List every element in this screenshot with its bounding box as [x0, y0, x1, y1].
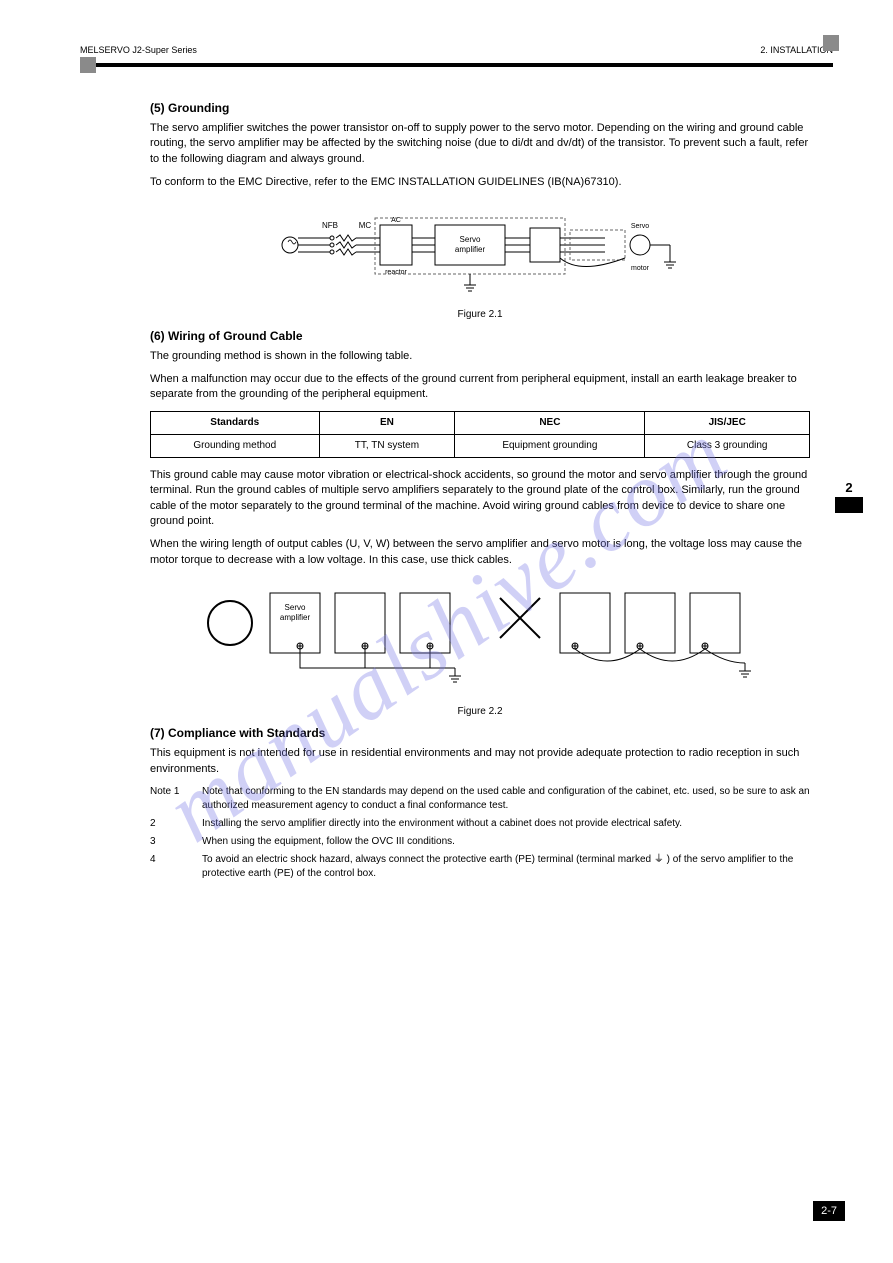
note-text: Installing the servo amplifier directly …: [202, 817, 682, 831]
corner-square-top-right: [823, 35, 839, 51]
note-text: Note that conforming to the EN standards…: [202, 785, 810, 813]
note-text: When using the equipment, follow the OVC…: [202, 835, 455, 849]
figure-2-caption: Figure 2.2: [150, 705, 810, 719]
table-cell: Grounding method: [151, 434, 320, 457]
section-wiring-heading: (6) Wiring of Ground Cable: [150, 328, 810, 345]
notes-block: Note 1 Note that conforming to the EN st…: [150, 785, 810, 881]
page-side-tab: 2: [835, 480, 863, 513]
svg-text:reactor: reactor: [385, 269, 407, 276]
figure-1-svg: NFB MC AC reactor Servo amplifier Servo …: [270, 200, 690, 300]
figure-2: Servo amplifier: [150, 578, 810, 719]
section-grounding-heading: (5) Grounding: [150, 100, 810, 117]
figure-1: NFB MC AC reactor Servo amplifier Servo …: [150, 200, 810, 321]
table-header: Standards: [151, 411, 320, 434]
top-header-bar: MELSERVO J2-Super Series 2. INSTALLATION: [80, 45, 833, 67]
note-item: 2 Installing the servo amplifier directl…: [150, 817, 810, 831]
section-wiring-p1: The grounding method is shown in the fol…: [150, 349, 810, 364]
figure-1-caption: Figure 2.1: [150, 308, 810, 322]
header-rule: [80, 63, 833, 67]
table-header: NEC: [455, 411, 645, 434]
note-label: 2: [150, 817, 202, 831]
note-label: 3: [150, 835, 202, 849]
table-header: EN: [319, 411, 455, 434]
section-wiring-p4: When the wiring length of output cables …: [150, 537, 810, 568]
table-cell: Equipment grounding: [455, 434, 645, 457]
note-label: Note 1: [150, 785, 202, 813]
table-cell: Class 3 grounding: [645, 434, 810, 457]
note-item: 4 To avoid an electric shock hazard, alw…: [150, 853, 810, 881]
table-header: JIS/JEC: [645, 411, 810, 434]
section-wiring-p2: When a malfunction may occur due to the …: [150, 372, 810, 403]
table-row: Standards EN NEC JIS/JEC: [151, 411, 810, 434]
svg-text:Servo: Servo: [460, 235, 481, 244]
svg-text:amplifier: amplifier: [455, 245, 486, 254]
svg-text:motor: motor: [631, 265, 650, 272]
page-side-tab-block: [835, 497, 863, 513]
grounding-standards-table: Standards EN NEC JIS/JEC Grounding metho…: [150, 411, 810, 458]
section-compliance-heading: (7) Compliance with Standards: [150, 725, 810, 742]
table-cell: TT, TN system: [319, 434, 455, 457]
figure-1-label-mc: MC: [359, 221, 372, 230]
page-number-footer: 2-7: [813, 1201, 845, 1221]
note-label: 4: [150, 853, 202, 881]
svg-text:amplifier: amplifier: [280, 613, 311, 622]
section-grounding-p1: The servo amplifier switches the power t…: [150, 121, 810, 167]
figure-1-label-nfb: NFB: [322, 221, 338, 230]
note-text: To avoid an electric shock hazard, alway…: [202, 853, 810, 881]
page-side-number: 2: [835, 480, 863, 495]
section-grounding-p2: To conform to the EMC Directive, refer t…: [150, 175, 810, 190]
svg-text:Servo: Servo: [285, 603, 306, 612]
header-left-link[interactable]: MELSERVO J2-Super Series: [80, 45, 197, 55]
note-item: 3 When using the equipment, follow the O…: [150, 835, 810, 849]
section-compliance-p1: This equipment is not intended for use i…: [150, 746, 810, 777]
note-item: Note 1 Note that conforming to the EN st…: [150, 785, 810, 813]
table-row: Grounding method TT, TN system Equipment…: [151, 434, 810, 457]
corner-square-top-left: [80, 57, 96, 73]
section-wiring-p3: This ground cable may cause motor vibrat…: [150, 468, 810, 530]
svg-text:Servo: Servo: [631, 223, 649, 230]
main-content: (5) Grounding The servo amplifier switch…: [150, 100, 810, 885]
figure-2-svg: Servo amplifier: [200, 578, 760, 698]
